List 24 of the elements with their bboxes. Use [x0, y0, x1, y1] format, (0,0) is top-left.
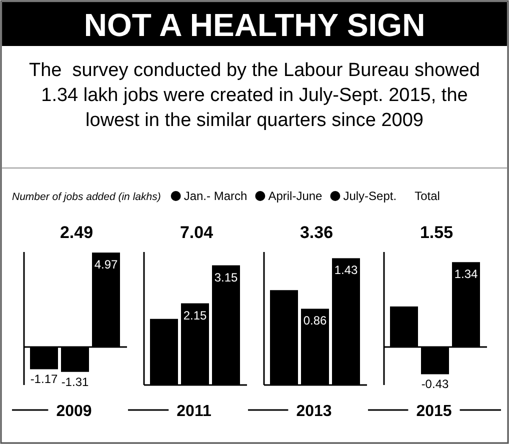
data-label: 2.15	[183, 308, 207, 322]
text: NOT A HEALTHY SIGN	[84, 7, 426, 43]
data-label: -0.43	[421, 377, 449, 392]
text: The survey conducted by the Labour Bureau showed 1.34 lakh jobs were created in July-Sept. 2015, the lowest in the similar quarters since 2009	[28, 60, 480, 131]
legend-label: July-Sept.	[343, 189, 397, 203]
data-label: 1.34	[454, 267, 478, 282]
legend-label: Jan.- March	[184, 189, 248, 203]
legend-label: April-June	[268, 189, 323, 203]
total-label: 7.04	[180, 223, 214, 242]
x-tick-label: 2011	[176, 403, 212, 420]
data-label: 4.97	[94, 258, 118, 272]
text: Total	[414, 189, 440, 203]
data-label: -1.31	[61, 374, 89, 389]
legend-title: Number of jobs added (in lakhs)	[12, 191, 161, 203]
data-label: 0.86	[303, 314, 327, 328]
data-label: 1.43	[334, 263, 358, 278]
total-label: 1.55	[420, 223, 454, 242]
x-tick-label: 2015	[416, 403, 452, 420]
data-label: 3.15	[214, 270, 238, 284]
data-label: -1.17	[30, 372, 58, 386]
x-tick-label: 2009	[56, 403, 92, 420]
x-tick-label: 2013	[296, 403, 332, 420]
total-label: 3.36	[300, 223, 334, 242]
total-label: 2.49	[60, 223, 94, 242]
